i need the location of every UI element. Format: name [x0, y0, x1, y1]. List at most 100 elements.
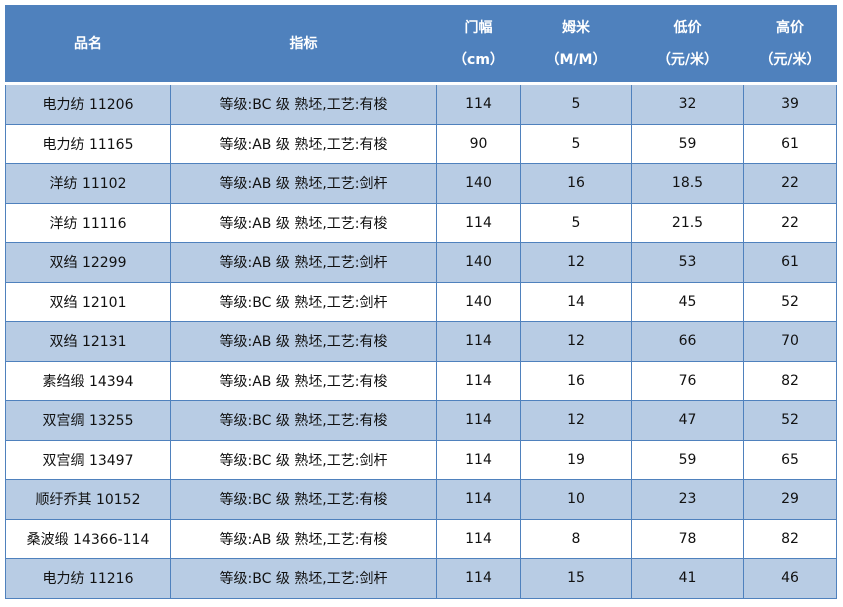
cell-low-price: 47 [631, 400, 744, 441]
cell-momme: 12 [520, 321, 632, 362]
header-spec: 指标 [170, 5, 437, 85]
header-unit: （cm） [453, 52, 504, 68]
cell-product-name: 洋纺 11102 [5, 163, 171, 204]
cell-momme: 8 [520, 518, 632, 559]
cell-momme: 12 [520, 242, 632, 283]
cell-high-price: 46 [743, 558, 837, 599]
cell-momme: 16 [520, 360, 632, 401]
header-line: 门幅 [464, 20, 493, 36]
cell-momme: 12 [520, 400, 632, 441]
cell-width: 114 [436, 518, 521, 559]
cell-width: 114 [436, 83, 521, 125]
cell-high-price: 52 [743, 400, 837, 441]
cell-momme: 5 [520, 83, 632, 125]
header-line: 指标 [289, 36, 318, 52]
cell-momme: 15 [520, 558, 632, 599]
cell-spec: 等级:BC 级 熟坯,工艺:有梭 [170, 479, 437, 520]
table-row: 双绉 12131 等级:AB 级 熟坯,工艺:有梭 114 12 66 70 [5, 321, 837, 362]
cell-high-price: 39 [743, 83, 837, 125]
cell-spec: 等级:AB 级 熟坯,工艺:剑杆 [170, 163, 437, 204]
cell-width: 114 [436, 400, 521, 441]
cell-low-price: 78 [631, 518, 744, 559]
cell-product-name: 双绉 12131 [5, 321, 171, 362]
cell-high-price: 70 [743, 321, 837, 362]
cell-width: 114 [436, 321, 521, 362]
cell-spec: 等级:BC 级 熟坯,工艺:剑杆 [170, 558, 437, 599]
cell-low-price: 53 [631, 242, 744, 283]
cell-width: 140 [436, 281, 521, 322]
cell-high-price: 22 [743, 163, 837, 204]
cell-spec: 等级:BC 级 熟坯,工艺:有梭 [170, 400, 437, 441]
price-table: 品名 指标 门幅 （cm） 姆米 （M/M） 低价 （元/米） 高价 （元/米） 电力纺 1120… [5, 5, 837, 599]
table-row: 顺纡乔其 10152 等级:BC 级 熟坯,工艺:有梭 114 10 23 29 [5, 479, 837, 520]
cell-width: 114 [436, 202, 521, 243]
cell-product-name: 双绉 12101 [5, 281, 171, 322]
cell-spec: 等级:AB 级 熟坯,工艺:有梭 [170, 202, 437, 243]
cell-product-name: 双宫绸 13497 [5, 439, 171, 480]
cell-width: 140 [436, 242, 521, 283]
cell-width: 114 [436, 558, 521, 599]
header-row: 品名 指标 门幅 （cm） 姆米 （M/M） 低价 （元/米） 高价 （元/米） [5, 5, 837, 85]
cell-spec: 等级:AB 级 熟坯,工艺:有梭 [170, 123, 437, 164]
cell-width: 114 [436, 360, 521, 401]
cell-momme: 16 [520, 163, 632, 204]
cell-product-name: 洋纺 11116 [5, 202, 171, 243]
cell-product-name: 电力纺 11165 [5, 123, 171, 164]
cell-low-price: 66 [631, 321, 744, 362]
cell-high-price: 82 [743, 360, 837, 401]
cell-high-price: 52 [743, 281, 837, 322]
cell-low-price: 41 [631, 558, 744, 599]
table-row: 洋纺 11116 等级:AB 级 熟坯,工艺:有梭 114 5 21.5 22 [5, 202, 837, 243]
cell-product-name: 双绉 12299 [5, 242, 171, 283]
cell-high-price: 29 [743, 479, 837, 520]
cell-momme: 14 [520, 281, 632, 322]
header-line: 高价 [776, 20, 804, 36]
cell-width: 114 [436, 479, 521, 520]
header-low-price: 低价 （元/米） [631, 5, 744, 85]
table-row: 双宫绸 13255 等级:BC 级 熟坯,工艺:有梭 114 12 47 52 [5, 400, 837, 441]
cell-high-price: 61 [743, 123, 837, 164]
cell-momme: 5 [520, 202, 632, 243]
cell-high-price: 82 [743, 518, 837, 559]
table-row: 电力纺 11206 等级:BC 级 熟坯,工艺:有梭 114 5 32 39 [5, 83, 837, 125]
cell-spec: 等级:BC 级 熟坯,工艺:有梭 [170, 83, 437, 125]
header-product-name: 品名 [5, 5, 171, 85]
cell-high-price: 61 [743, 242, 837, 283]
cell-low-price: 59 [631, 439, 744, 480]
header-line: 姆米 [562, 20, 590, 36]
cell-product-name: 顺纡乔其 10152 [5, 479, 171, 520]
cell-low-price: 18.5 [631, 163, 744, 204]
table-row: 桑波缎 14366-114 等级:AB 级 熟坯,工艺:有梭 114 8 78 82 [5, 518, 837, 559]
cell-width: 90 [436, 123, 521, 164]
cell-high-price: 65 [743, 439, 837, 480]
cell-width: 114 [436, 439, 521, 480]
table-row: 双绉 12299 等级:AB 级 熟坯,工艺:剑杆 140 12 53 61 [5, 242, 837, 283]
cell-product-name: 电力纺 11216 [5, 558, 171, 599]
table-row: 双宫绸 13497 等级:BC 级 熟坯,工艺:剑杆 114 19 59 65 [5, 439, 837, 480]
header-width: 门幅 （cm） [436, 5, 521, 85]
cell-momme: 19 [520, 439, 632, 480]
header-line: 品名 [74, 36, 102, 52]
cell-product-name: 素绉缎 14394 [5, 360, 171, 401]
cell-momme: 5 [520, 123, 632, 164]
cell-product-name: 桑波缎 14366-114 [5, 518, 171, 559]
cell-width: 140 [436, 163, 521, 204]
cell-momme: 10 [520, 479, 632, 520]
cell-spec: 等级:AB 级 熟坯,工艺:有梭 [170, 360, 437, 401]
cell-spec: 等级:BC 级 熟坯,工艺:剑杆 [170, 439, 437, 480]
header-line: 低价 [673, 20, 702, 36]
cell-low-price: 23 [631, 479, 744, 520]
cell-spec: 等级:BC 级 熟坯,工艺:剑杆 [170, 281, 437, 322]
cell-spec: 等级:AB 级 熟坯,工艺:有梭 [170, 518, 437, 559]
cell-spec: 等级:AB 级 熟坯,工艺:剑杆 [170, 242, 437, 283]
cell-low-price: 32 [631, 83, 744, 125]
header-high-price: 高价 （元/米） [743, 5, 837, 85]
cell-spec: 等级:AB 级 熟坯,工艺:有梭 [170, 321, 437, 362]
cell-low-price: 45 [631, 281, 744, 322]
cell-product-name: 电力纺 11206 [5, 83, 171, 125]
cell-low-price: 76 [631, 360, 744, 401]
table-row: 洋纺 11102 等级:AB 级 熟坯,工艺:剑杆 140 16 18.5 22 [5, 163, 837, 204]
cell-product-name: 双宫绸 13255 [5, 400, 171, 441]
header-unit: （元/米） [656, 52, 719, 68]
cell-low-price: 59 [631, 123, 744, 164]
